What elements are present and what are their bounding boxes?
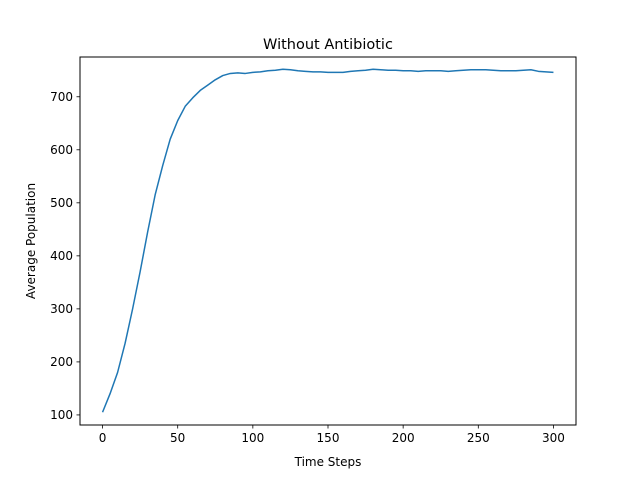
x-tick-label: 0 [99,431,107,445]
x-tick-label: 100 [241,431,264,445]
x-tick-label: 50 [170,431,185,445]
y-tick-label: 500 [50,196,73,210]
y-axis-label: Average Population [24,183,38,299]
chart-title: Without Antibiotic [263,37,393,53]
y-tick-label: 400 [50,249,73,263]
y-tick-label: 700 [50,90,73,104]
x-tick-label: 200 [392,431,415,445]
y-tick-label: 600 [50,143,73,157]
x-axis: 0 50 100 150 200 250 300 [99,425,565,445]
series-line [101,68,554,413]
plot-area [101,68,554,413]
y-tick-label: 300 [50,302,73,316]
y-axis: 100 200 300 400 500 600 700 [50,90,80,422]
x-tick-label: 300 [542,431,565,445]
x-tick-label: 250 [467,431,490,445]
y-tick-label: 100 [50,408,73,422]
x-tick-label: 150 [317,431,340,445]
x-axis-label: Time Steps [294,455,362,469]
y-tick-label: 200 [50,355,73,369]
